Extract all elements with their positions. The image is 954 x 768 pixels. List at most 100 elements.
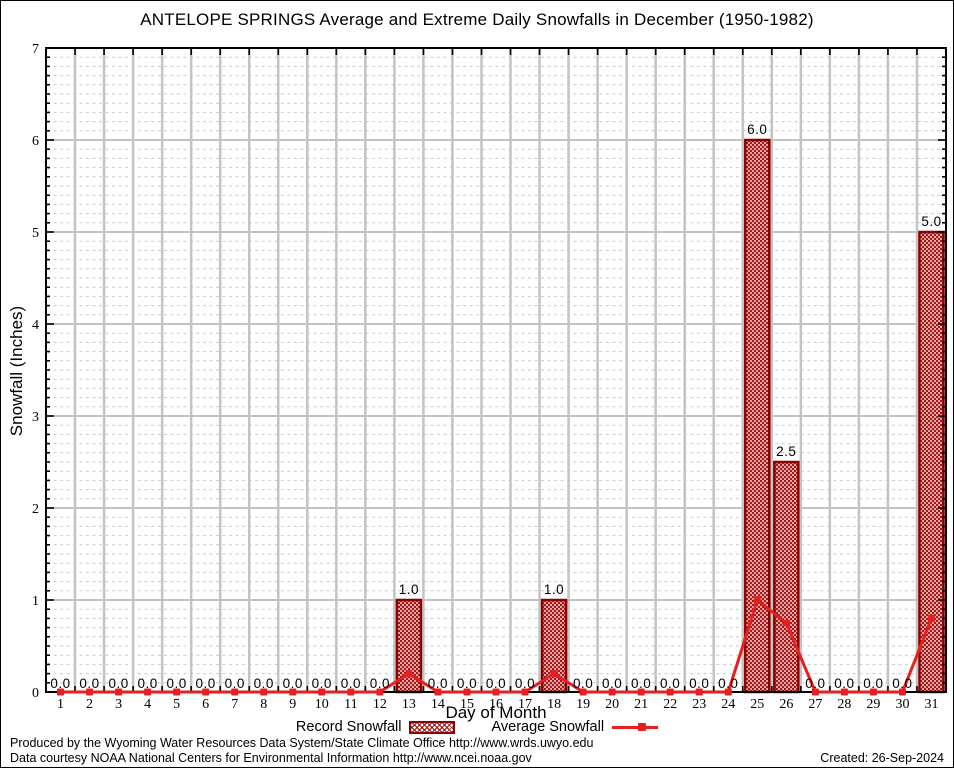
data-label-day-25: 6.0: [747, 122, 767, 137]
x-tick-1: 1: [57, 697, 64, 712]
footer-data-courtesy: Data courtesy NOAA National Centers for …: [10, 751, 532, 765]
data-label-day-21: 0.0: [631, 676, 651, 691]
data-label-day-30: 0.0: [892, 676, 912, 691]
footer-producer: Produced by the Wyoming Water Resources …: [10, 736, 594, 750]
data-label-day-7: 0.0: [225, 676, 245, 691]
x-tick-18: 18: [547, 697, 561, 712]
data-label-day-22: 0.0: [660, 676, 680, 691]
avg-marker-day-29: [869, 688, 877, 696]
avg-marker-day-16: [492, 688, 500, 696]
average-snowfall-line-icon: [612, 722, 659, 731]
avg-marker-day-23: [695, 688, 703, 696]
x-tick-13: 13: [402, 697, 416, 712]
avg-marker-day-26: [782, 619, 790, 627]
y-tick-1: 1: [32, 594, 39, 609]
avg-marker-day-31: [927, 614, 935, 622]
data-label-day-6: 0.0: [196, 676, 216, 691]
avg-marker-day-21: [637, 688, 645, 696]
data-label-day-24: 0.0: [718, 676, 738, 691]
y-tick-6: 6: [32, 134, 39, 149]
data-label-day-10: 0.0: [312, 676, 332, 691]
avg-marker-day-6: [202, 688, 210, 696]
y-tick-4: 4: [32, 318, 39, 333]
data-label-day-1: 0.0: [50, 676, 70, 691]
avg-marker-day-22: [666, 688, 674, 696]
x-tick-27: 27: [808, 697, 822, 712]
avg-marker-day-15: [463, 688, 471, 696]
avg-marker-day-18: [550, 670, 558, 678]
avg-marker-day-8: [260, 688, 268, 696]
avg-marker-day-9: [289, 688, 297, 696]
avg-marker-day-4: [144, 688, 152, 696]
data-label-day-13: 1.0: [399, 582, 419, 597]
x-tick-28: 28: [837, 697, 851, 712]
data-labels: 0.0 0.0 0.0 0.0 0.0 0.0 0.0 0.0 0.0 0.0 0.0 0.0 1.0 0…: [50, 122, 941, 691]
x-tick-22: 22: [663, 697, 677, 712]
avg-marker-day-30: [898, 688, 906, 696]
avg-marker-day-13: [405, 670, 413, 678]
avg-marker-day-2: [86, 688, 94, 696]
data-label-day-31: 5.0: [921, 214, 941, 229]
avg-marker-day-7: [231, 688, 239, 696]
data-label-day-19: 0.0: [573, 676, 593, 691]
data-label-day-15: 0.0: [457, 676, 477, 691]
avg-marker-day-28: [840, 688, 848, 696]
x-tick-10: 10: [315, 697, 329, 712]
footer-created-date: Created: 26-Sep-2024: [820, 751, 944, 765]
record-bar-day-25: [744, 138, 771, 694]
grid-major: [47, 49, 945, 691]
data-label-day-2: 0.0: [79, 676, 99, 691]
avg-marker-day-3: [115, 688, 123, 696]
y-tick-labels: 0 1 2 3 4 5 6 7: [32, 42, 39, 701]
data-label-day-9: 0.0: [283, 676, 303, 691]
record-bar-day-26: [773, 460, 800, 694]
x-tick-labels: 1 2 3 4 5 6 7 8 9 10 11 12 13 14 15 16 17 18 19 20 21 22 23 24 2…: [57, 697, 938, 712]
record-snowfall-swatch-icon: [409, 720, 456, 734]
x-tick-5: 5: [173, 697, 180, 712]
x-tick-2: 2: [86, 697, 93, 712]
x-tick-21: 21: [634, 697, 648, 712]
avg-marker-day-19: [579, 688, 587, 696]
x-tick-29: 29: [866, 697, 880, 712]
avg-marker-day-14: [434, 688, 442, 696]
x-tick-14: 14: [431, 697, 445, 712]
axis-ticks: [45, 47, 947, 693]
y-tick-0: 0: [32, 686, 39, 701]
x-tick-23: 23: [692, 697, 706, 712]
data-label-day-28: 0.0: [834, 676, 854, 691]
data-label-day-20: 0.0: [602, 676, 622, 691]
legend-label-average-snowfall: Average Snowfall: [491, 719, 605, 735]
data-label-day-27: 0.0: [805, 676, 825, 691]
data-label-day-8: 0.0: [254, 676, 274, 691]
y-axis-title: Snowfall (Inches): [7, 305, 26, 437]
data-label-day-16: 0.0: [486, 676, 506, 691]
x-tick-4: 4: [144, 697, 151, 712]
x-axis-title: Day of Month: [445, 703, 547, 722]
legend-label-record-snowfall: Record Snowfall: [295, 719, 402, 735]
data-label-day-26: 2.5: [776, 444, 796, 459]
data-label-day-11: 0.0: [341, 676, 361, 691]
x-tick-20: 20: [605, 697, 619, 712]
x-tick-24: 24: [721, 697, 735, 712]
x-tick-3: 3: [115, 697, 122, 712]
x-tick-25: 25: [750, 697, 764, 712]
chart-title: ANTELOPE SPRINGS Average and Extreme Dai…: [140, 10, 814, 29]
record-bar-day-31: [918, 230, 945, 694]
avg-marker-day-12: [376, 688, 384, 696]
x-tick-6: 6: [202, 697, 209, 712]
y-tick-3: 3: [32, 410, 39, 425]
legend: Record Snowfall Average Snowfall: [1, 719, 953, 735]
x-tick-30: 30: [895, 697, 909, 712]
x-tick-19: 19: [576, 697, 590, 712]
data-label-day-4: 0.0: [137, 676, 157, 691]
avg-marker-day-10: [318, 688, 326, 696]
x-tick-7: 7: [231, 697, 238, 712]
avg-marker-day-27: [811, 688, 819, 696]
average-snowfall-markers: [57, 596, 935, 696]
x-tick-15: 15: [460, 697, 474, 712]
data-label-day-29: 0.0: [863, 676, 883, 691]
x-tick-9: 9: [289, 697, 296, 712]
avg-marker-day-1: [57, 688, 65, 696]
x-tick-12: 12: [373, 697, 387, 712]
